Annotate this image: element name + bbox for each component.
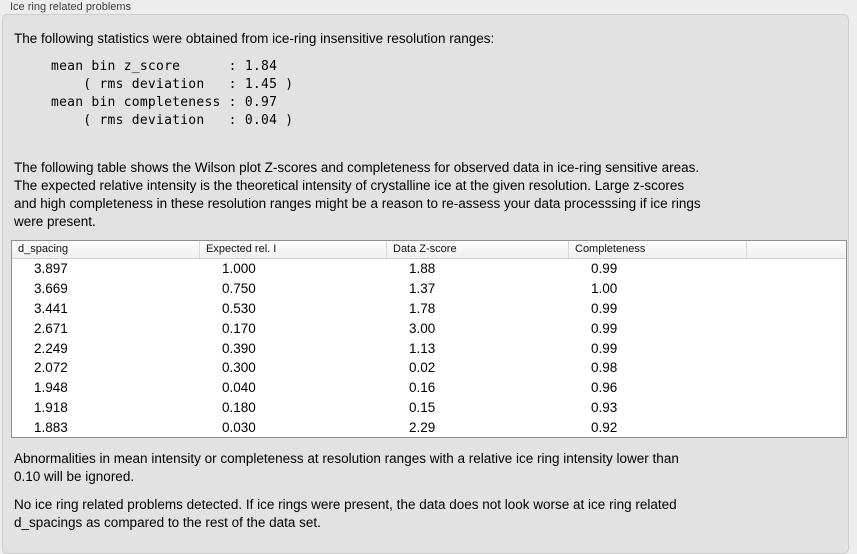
stats-intro-text: The following statistics were obtained f… <box>14 31 495 46</box>
table-row[interactable]: 2.671 0.170 3.00 0.99 <box>12 318 846 338</box>
table-cell: 3.00 <box>409 320 436 336</box>
table-cell: 0.390 <box>222 340 256 356</box>
panel-title: Ice ring related problems <box>10 1 132 13</box>
table-row[interactable]: 2.249 0.390 1.13 0.99 <box>12 338 846 358</box>
table-cell: 0.040 <box>222 380 256 396</box>
conclusion-text: No ice ring related problems detected. I… <box>14 497 677 531</box>
table-row[interactable]: 1.948 0.040 0.16 0.96 <box>12 378 846 398</box>
table-cell: 1.88 <box>409 261 436 277</box>
table-cell: 1.37 <box>409 281 436 297</box>
table-row[interactable]: 2.072 0.300 0.02 0.98 <box>12 358 846 378</box>
table-cell: 0.530 <box>222 300 256 316</box>
table-row[interactable]: 1.883 0.030 2.29 0.92 <box>12 417 846 437</box>
ice-ring-panel: The following statistics were obtained f… <box>2 14 849 554</box>
table-cell-filler <box>747 378 846 398</box>
table-cell: 1.883 <box>34 419 68 435</box>
table-cell: 1.918 <box>34 399 68 415</box>
table-cell: 0.170 <box>222 320 256 336</box>
column-header[interactable]: Data Z-score <box>387 241 569 258</box>
table-cell: 0.030 <box>222 419 256 435</box>
table-cell: 1.000 <box>222 261 256 277</box>
ignore-note-text: Abnormalities in mean intensity or compl… <box>14 451 679 485</box>
table-cell-filler <box>747 279 846 299</box>
ice-ring-table[interactable]: d_spacing Expected rel. I Data Z-score Comp… <box>11 240 847 439</box>
table-cell: 0.16 <box>409 380 436 396</box>
table-cell: 0.15 <box>409 399 436 415</box>
table-cell: 0.99 <box>591 300 618 316</box>
table-cell: 3.897 <box>34 261 68 277</box>
table-row[interactable]: 3.669 0.750 1.37 1.00 <box>12 279 846 299</box>
table-cell: 0.96 <box>591 380 618 396</box>
table-cell: 0.98 <box>591 360 618 376</box>
table-cell-filler <box>747 338 846 358</box>
table-body: 3.897 1.000 1.88 0.99 3.669 0.750 1.37 1.00 3.44… <box>12 259 846 437</box>
table-cell: 0.99 <box>591 340 618 356</box>
table-cell: 2.072 <box>34 360 68 376</box>
column-header-filler[interactable] <box>747 241 846 258</box>
table-cell: 0.02 <box>409 360 436 376</box>
column-header[interactable]: d_spacing <box>12 241 200 258</box>
table-cell: 2.249 <box>34 340 68 356</box>
table-cell-filler <box>747 398 846 418</box>
table-cell: 3.669 <box>34 281 68 297</box>
table-cell: 0.99 <box>591 261 618 277</box>
column-header[interactable]: Completeness <box>569 241 747 258</box>
table-cell-filler <box>747 318 846 338</box>
table-cell: 0.300 <box>222 360 256 376</box>
stats-mono-block: mean bin z_score : 1.84 ( rms deviation … <box>51 59 294 128</box>
table-header-row: d_spacing Expected rel. I Data Z-score Comp… <box>12 241 846 259</box>
table-cell-filler <box>747 259 846 279</box>
table-cell: 2.29 <box>409 419 436 435</box>
table-cell: 0.93 <box>591 399 618 415</box>
table-cell: 3.441 <box>34 300 68 316</box>
table-cell: 0.99 <box>591 320 618 336</box>
table-description-text: The following table shows the Wilson plo… <box>14 160 701 229</box>
table-cell: 0.750 <box>222 281 256 297</box>
table-cell-filler <box>747 417 846 437</box>
table-row[interactable]: 1.918 0.180 0.15 0.93 <box>12 398 846 418</box>
table-cell-filler <box>747 358 846 378</box>
table-cell: 0.180 <box>222 399 256 415</box>
column-header[interactable]: Expected rel. I <box>200 241 387 258</box>
table-cell: 1.948 <box>34 380 68 396</box>
table-cell: 2.671 <box>34 320 68 336</box>
table-cell: 1.00 <box>591 281 618 297</box>
table-row[interactable]: 3.897 1.000 1.88 0.99 <box>12 259 846 279</box>
table-row[interactable]: 3.441 0.530 1.78 0.99 <box>12 299 846 319</box>
table-cell-filler <box>747 299 846 319</box>
table-cell: 1.78 <box>409 300 436 316</box>
table-cell: 0.92 <box>591 419 618 435</box>
table-cell: 1.13 <box>409 340 436 356</box>
